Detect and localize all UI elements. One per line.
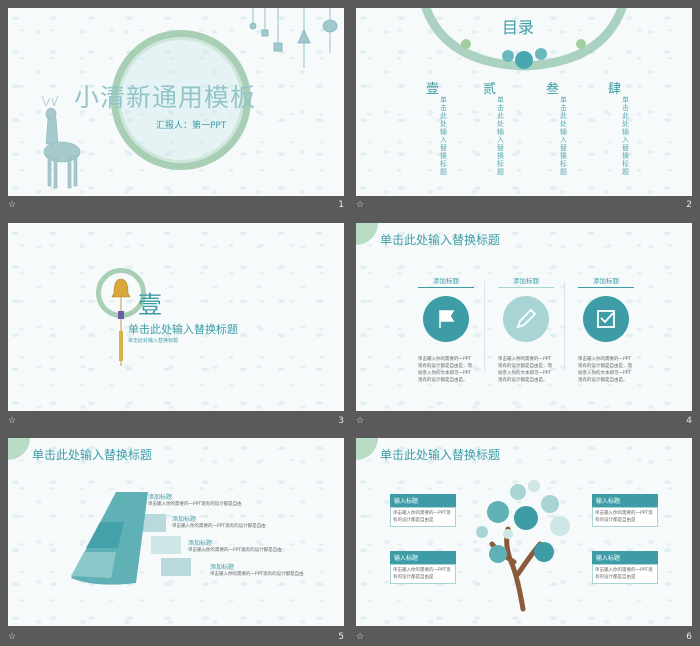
box-text: 单击输入你的需要的一PPT现有的设计都是自由是 xyxy=(592,507,658,527)
corner-leaf-decoration xyxy=(356,223,378,245)
box-text: 单击输入你的需要的一PPT现有的设计都是自由是 xyxy=(592,564,658,584)
step-label: 添加标题 xyxy=(210,564,235,571)
pyramid-step-2: 添加标题 单击输入你的需要的一PPT现有的设计都是自由 xyxy=(172,514,266,530)
slide-2-meta: ☆ 2 xyxy=(356,198,692,214)
slide-2-title: 目录 xyxy=(502,18,535,37)
step-text: 单击输入你的需要的一PPT现有的设计都是自由 xyxy=(188,548,282,553)
pyramid-diagram xyxy=(71,492,191,585)
hanging-bells-decoration xyxy=(249,8,338,68)
slide-4-thumbnail[interactable]: 单击此处输入替换标题 添加标题 单击输入你的需要的一PPT现有的设计都是自由是，… xyxy=(356,223,692,411)
step-text: 单击输入你的需要的一PPT现有的设计都是自由 xyxy=(172,524,266,529)
star-icon[interactable]: ☆ xyxy=(356,416,365,426)
step-label: 添加标题 xyxy=(188,540,213,547)
toc-text: 单击此处输入替换标题 xyxy=(560,96,567,176)
check-icon xyxy=(583,296,629,342)
deer-illustration xyxy=(41,96,81,189)
box-label: 输入标题 xyxy=(390,494,456,507)
corner-leaf-decoration xyxy=(8,438,30,460)
toc-item-1: 壹 单击此处输入替换标题 xyxy=(426,78,447,176)
slide-4-meta: ☆ 4 xyxy=(356,414,692,430)
divider-line xyxy=(564,281,565,371)
step-label: 添加标题 xyxy=(172,516,197,523)
box-text: 单击输入你的需要的一PPT现有的设计都是自由是 xyxy=(390,564,456,584)
feature-column-3: 添加标题 单击输入你的需要的一PPT现有的设计都是自由是，而就参入你的文本即可一… xyxy=(578,275,634,384)
star-icon[interactable]: ☆ xyxy=(356,200,365,210)
tree-diagram xyxy=(476,480,570,612)
slide-6-title: 单击此处输入替换标题 xyxy=(380,448,501,462)
slide-number: 5 xyxy=(338,632,344,642)
toc-numeral: 叁 xyxy=(546,82,560,97)
slide-5-meta: ☆ 5 xyxy=(8,630,344,646)
toc-numeral: 壹 xyxy=(426,82,440,97)
box-label: 输入标题 xyxy=(592,494,658,507)
pencil-icon xyxy=(503,296,549,342)
slide-number: 2 xyxy=(686,200,692,210)
slide-number: 1 xyxy=(338,200,344,210)
toc-item-4: 肆 单击此处输入替换标题 xyxy=(608,78,629,176)
flag-icon xyxy=(423,296,469,342)
toc-text: 单击此处输入替换标题 xyxy=(622,96,629,176)
divider-line xyxy=(484,281,485,371)
slide-5-thumbnail[interactable]: 单击此处输入替换标题 添加标题 单击输入你的需要的一PPT现有的设计都是自由 添… xyxy=(8,438,344,626)
toc-text: 单击此处输入替换标题 xyxy=(440,96,447,176)
toc-item-3: 叁 单击此处输入替换标题 xyxy=(546,78,567,176)
slide-number: 4 xyxy=(686,416,692,426)
slide-1-thumbnail[interactable]: 小清新通用模板 汇报人：第一PPT xyxy=(8,8,344,196)
toc-item-2: 贰 单击此处输入替换标题 xyxy=(483,78,504,176)
slide-1-title: 小清新通用模板 xyxy=(74,83,257,112)
bell-icon xyxy=(111,278,131,366)
toc-text: 单击此处输入替换标题 xyxy=(497,96,504,176)
slide-6-meta: ☆ 6 xyxy=(356,630,692,646)
step-text: 单击输入你的需要的一PPT现有的设计都是自由 xyxy=(148,502,242,507)
box-text: 单击输入你的需要的一PPT现有的设计都是自由是 xyxy=(390,507,456,527)
floral-wreath xyxy=(111,30,251,170)
info-box-top-right: 输入标题 单击输入你的需要的一PPT现有的设计都是自由是 xyxy=(592,494,658,527)
column-text: 单击输入你的需要的一PPT现有的设计都是自由是，而就参入你的文本即可一PPT现有… xyxy=(418,357,472,383)
box-label: 输入标题 xyxy=(592,551,658,564)
slide-5-title: 单击此处输入替换标题 xyxy=(32,448,153,462)
slide-6-thumbnail[interactable]: 单击此处输入替换标题 输入标题 单击输入你的需要的一PPT现有的设计都是自由是 … xyxy=(356,438,692,626)
slide-3-title: 单击此处输入替换标题 xyxy=(128,323,238,336)
star-icon[interactable]: ☆ xyxy=(8,416,17,426)
toc-numeral: 贰 xyxy=(483,82,497,97)
column-label: 添加标题 xyxy=(418,275,474,288)
star-icon[interactable]: ☆ xyxy=(8,200,17,210)
slide-1-meta: ☆ 1 xyxy=(8,198,344,214)
column-label: 添加标题 xyxy=(578,275,634,288)
info-box-bottom-right: 输入标题 单击输入你的需要的一PPT现有的设计都是自由是 xyxy=(592,551,658,584)
info-box-bottom-left: 输入标题 单击输入你的需要的一PPT现有的设计都是自由是 xyxy=(390,551,456,584)
info-box-top-left: 输入标题 单击输入你的需要的一PPT现有的设计都是自由是 xyxy=(390,494,456,527)
slide-3-subtitle: 单击此处输入替换标题 xyxy=(128,338,179,344)
slide-4-title: 单击此处输入替换标题 xyxy=(380,233,501,247)
star-icon[interactable]: ☆ xyxy=(8,632,17,642)
slide-number: 6 xyxy=(686,632,692,642)
corner-leaf-decoration xyxy=(356,438,378,460)
slide-3-thumbnail[interactable]: 壹 单击此处输入替换标题 单击此处输入替换标题 xyxy=(8,223,344,411)
slide-2-thumbnail[interactable]: 目录 壹 单击此处输入替换标题 贰 单击此处输入替换标题 叁 单击此处输入替换标… xyxy=(356,8,692,196)
slide-3-meta: ☆ 3 xyxy=(8,414,344,430)
toc-numeral: 肆 xyxy=(608,82,622,97)
step-label: 添加标题 xyxy=(148,494,173,501)
slide-1-subtitle: 汇报人：第一PPT xyxy=(156,121,227,131)
slide-3-numeral: 壹 xyxy=(138,291,162,319)
pyramid-step-3: 添加标题 单击输入你的需要的一PPT现有的设计都是自由 xyxy=(188,538,282,554)
feature-column-2: 添加标题 单击输入你的需要的一PPT现有的设计都是自由是，而就参入你的文本即可一… xyxy=(498,275,554,384)
floral-garland-decoration xyxy=(421,8,627,71)
pyramid-step-1: 添加标题 单击输入你的需要的一PPT现有的设计都是自由 xyxy=(148,492,242,508)
column-text: 单击输入你的需要的一PPT现有的设计都是自由是，而就参入你的文本即可一PPT现有… xyxy=(578,357,632,383)
column-label: 添加标题 xyxy=(498,275,554,288)
column-text: 单击输入你的需要的一PPT现有的设计都是自由是，而就参入你的文本即可一PPT现有… xyxy=(498,357,552,383)
box-label: 输入标题 xyxy=(390,551,456,564)
pyramid-step-4: 添加标题 单击输入你的需要的一PPT现有的设计都是自由 xyxy=(210,562,304,578)
slide-number: 3 xyxy=(338,416,344,426)
feature-column-1: 添加标题 单击输入你的需要的一PPT现有的设计都是自由是，而就参入你的文本即可一… xyxy=(418,275,474,384)
step-text: 单击输入你的需要的一PPT现有的设计都是自由 xyxy=(210,572,304,577)
star-icon[interactable]: ☆ xyxy=(356,632,365,642)
